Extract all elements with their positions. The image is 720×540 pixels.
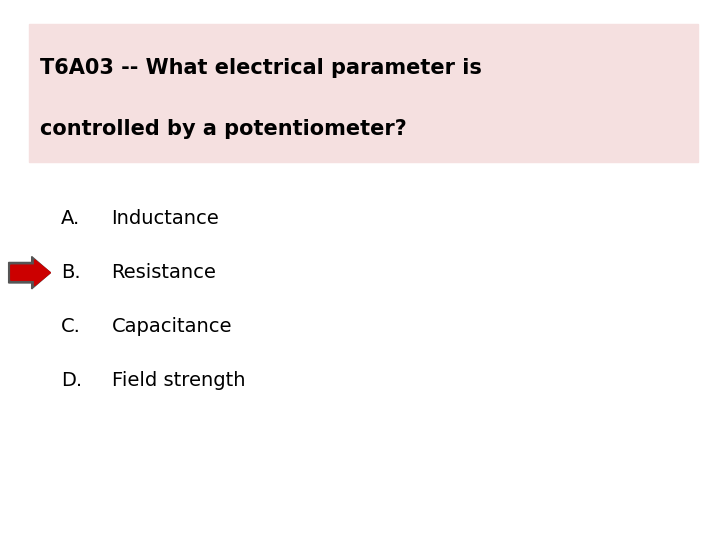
Text: Resistance: Resistance — [112, 263, 217, 282]
Text: Inductance: Inductance — [112, 209, 220, 228]
Text: C.: C. — [61, 317, 81, 336]
Text: T6A03 -- What electrical parameter is: T6A03 -- What electrical parameter is — [40, 57, 482, 78]
Text: B.: B. — [61, 263, 81, 282]
FancyBboxPatch shape — [29, 24, 698, 162]
Text: A.: A. — [61, 209, 81, 228]
Text: D.: D. — [61, 371, 82, 390]
Text: Capacitance: Capacitance — [112, 317, 232, 336]
FancyArrow shape — [9, 256, 50, 289]
Text: Field strength: Field strength — [112, 371, 245, 390]
Text: controlled by a potentiometer?: controlled by a potentiometer? — [40, 118, 406, 139]
FancyArrow shape — [11, 260, 50, 286]
